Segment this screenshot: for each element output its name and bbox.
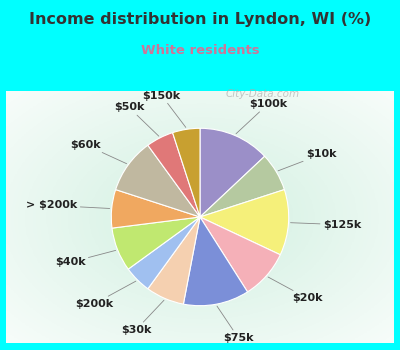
Text: Income distribution in Lyndon, WI (%): Income distribution in Lyndon, WI (%) (29, 12, 371, 27)
Text: $10k: $10k (278, 149, 336, 171)
Wedge shape (200, 190, 289, 255)
Text: $20k: $20k (268, 277, 323, 303)
Wedge shape (148, 133, 200, 217)
Text: City-Data.com: City-Data.com (226, 89, 300, 99)
Text: $50k: $50k (114, 103, 159, 136)
Wedge shape (148, 217, 200, 304)
Text: White residents: White residents (141, 44, 259, 57)
Wedge shape (183, 217, 248, 306)
Wedge shape (200, 217, 280, 292)
Text: > $200k: > $200k (26, 201, 110, 210)
Wedge shape (200, 156, 284, 217)
Wedge shape (128, 217, 200, 289)
Text: $40k: $40k (55, 250, 116, 267)
Text: $150k: $150k (143, 91, 186, 127)
Wedge shape (112, 217, 200, 269)
Wedge shape (111, 190, 200, 228)
Text: $30k: $30k (121, 300, 164, 335)
Text: $60k: $60k (70, 140, 127, 164)
Wedge shape (200, 128, 265, 217)
Text: $200k: $200k (75, 281, 136, 309)
Text: $125k: $125k (290, 220, 361, 230)
Text: $75k: $75k (217, 306, 254, 343)
Text: $100k: $100k (236, 99, 287, 134)
Wedge shape (116, 145, 200, 217)
Wedge shape (172, 128, 200, 217)
